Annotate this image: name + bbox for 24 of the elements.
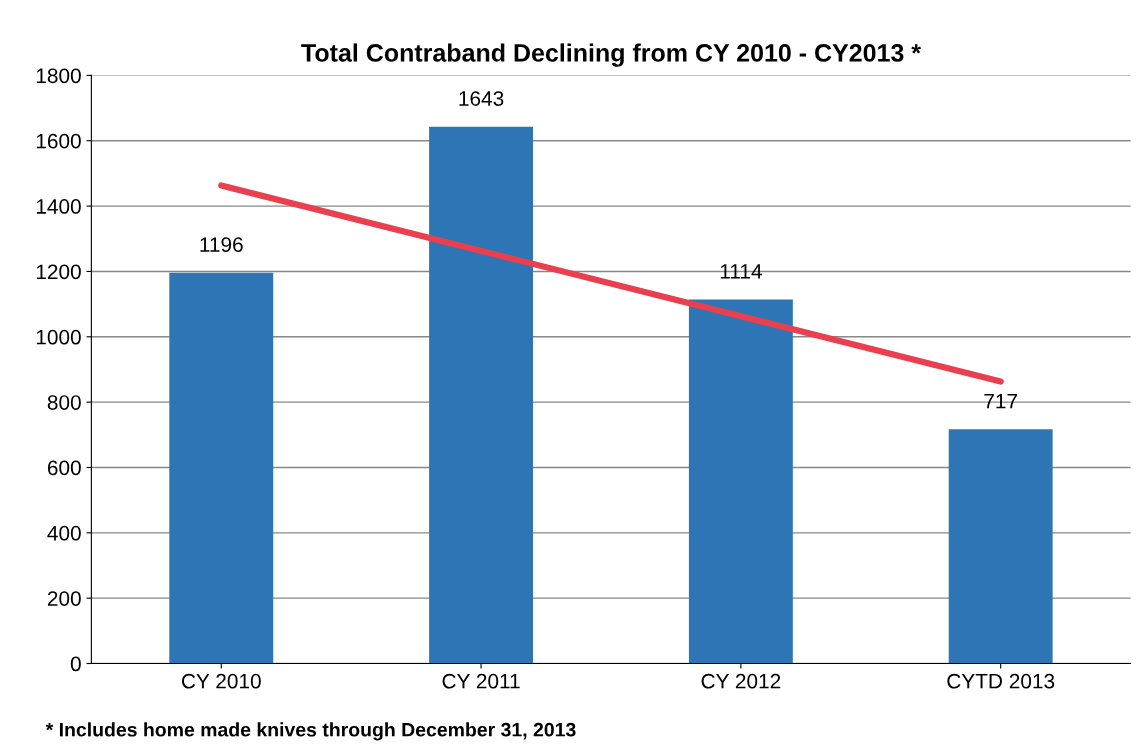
bar <box>948 429 1053 664</box>
text: * Includes home made knives through December 31, 2013 <box>45 722 576 741</box>
y-tick-label: 1200 <box>36 264 81 280</box>
y-tick-label: 800 <box>47 395 81 410</box>
y-tick-label: 200 <box>47 591 81 606</box>
y-tick-label: 1800 <box>36 68 81 84</box>
data-label: 717 <box>984 393 1018 409</box>
data-label: 1114 <box>720 264 762 279</box>
x-tick-label: CY 2011 <box>442 673 520 689</box>
y-tick-label: 400 <box>47 525 81 541</box>
y-tick-label: 0 <box>70 656 81 672</box>
y-tick-label: 1600 <box>36 133 81 149</box>
bar <box>169 272 274 664</box>
chart-title: Total Contraband Declining from CY 2010 - CY2013 * <box>301 43 921 67</box>
x-tick-label: CYTD 2013 <box>947 673 1055 689</box>
y-tick-label: 600 <box>47 460 81 476</box>
bar <box>429 126 534 664</box>
x-tick-label: CY 2010 <box>181 673 261 689</box>
data-label: 1196 <box>200 237 243 252</box>
x-tick-label: CY 2012 <box>701 673 781 689</box>
bar <box>688 299 793 664</box>
data-label: 1643 <box>459 91 504 106</box>
y-tick-label: 1000 <box>36 329 81 345</box>
y-tick-label: 1400 <box>36 199 81 214</box>
